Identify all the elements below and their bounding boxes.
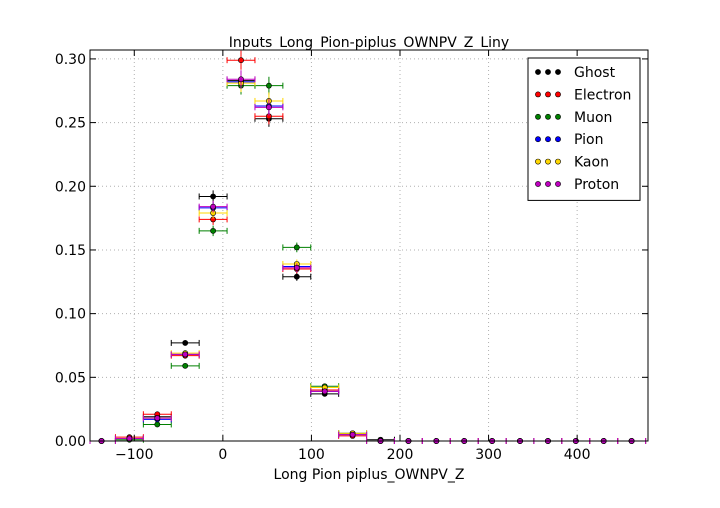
legend-marker — [535, 91, 541, 98]
legend-marker — [535, 113, 541, 120]
legend: Ghost Electron Muon Pion Kaon Proton — [527, 57, 641, 201]
data-point — [126, 435, 133, 442]
y-tick-label: 0.10 — [55, 307, 86, 323]
legend-marker — [545, 69, 551, 75]
data-point — [182, 340, 189, 346]
data-point — [154, 421, 161, 428]
legend-marker — [545, 181, 551, 187]
data-point — [266, 104, 272, 111]
x-tick-label: 0 — [218, 447, 227, 463]
data-point — [293, 273, 300, 280]
data-point — [266, 82, 272, 89]
y-tick-label: 0.00 — [55, 434, 86, 450]
y-tick-label: 0.15 — [55, 243, 86, 259]
y-tick-label: 0.05 — [55, 370, 86, 386]
legend-marker — [555, 181, 561, 187]
data-point — [293, 244, 300, 251]
data-point — [210, 193, 217, 200]
legend-marker — [545, 136, 551, 143]
x-tick-label: 100 — [298, 447, 325, 463]
x-tick-label: 300 — [475, 447, 502, 463]
data-point — [182, 362, 189, 369]
legend-label: Kaon — [574, 155, 609, 171]
legend-marker — [535, 158, 541, 165]
y-tick-label: 0.25 — [55, 116, 86, 132]
legend-marker — [535, 136, 541, 143]
x-tick-label: −100 — [115, 447, 153, 463]
legend-marker — [535, 181, 541, 187]
legend-marker — [555, 158, 561, 165]
x-axis-label: Long Pion piplus_OWNPV_Z — [274, 467, 465, 483]
data-point — [154, 415, 161, 421]
y-tick-label: 0.30 — [55, 52, 86, 68]
ticks-layer: −100 0 100 200 300 400 0.00 0.05 0.10 0.15 0.20 0.2… — [55, 50, 648, 463]
data-point — [238, 57, 244, 64]
y-tick-label: 0.20 — [55, 179, 86, 195]
legend-label: Pion — [574, 132, 603, 148]
x-tick-label: 200 — [387, 447, 414, 463]
data-point — [349, 431, 356, 438]
legend-label: Ghost — [574, 65, 616, 81]
data-point — [321, 388, 328, 395]
legend-marker — [555, 113, 561, 120]
legend-marker — [555, 69, 561, 75]
legend-label: Electron — [574, 87, 631, 103]
legend-marker — [545, 113, 551, 120]
legend-marker — [555, 136, 561, 143]
legend-box — [527, 57, 641, 201]
data-point — [238, 76, 244, 83]
chart-title: Inputs_Long_Pion-piplus_OWNPV_Z_Liny — [229, 35, 509, 51]
legend-label: Muon — [574, 110, 612, 126]
legend-marker — [535, 69, 541, 75]
legend-marker — [545, 158, 551, 165]
data-point — [182, 351, 189, 358]
legend-marker — [545, 91, 551, 98]
plot-frame — [89, 49, 649, 442]
data-point — [293, 264, 300, 271]
legend-label: Proton — [574, 177, 619, 193]
data-point — [210, 203, 217, 210]
legend-marker — [555, 91, 561, 98]
x-tick-label: 400 — [564, 447, 591, 463]
frame-layer — [89, 49, 649, 442]
data-point — [210, 227, 217, 234]
